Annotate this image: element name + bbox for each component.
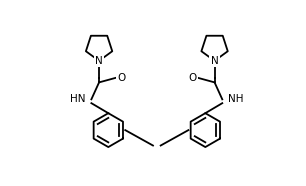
Text: N: N	[211, 56, 218, 66]
Text: N: N	[95, 56, 103, 66]
Text: HN: HN	[70, 94, 85, 104]
Text: O: O	[188, 73, 196, 83]
Text: O: O	[117, 73, 125, 83]
Text: NH: NH	[229, 94, 244, 104]
